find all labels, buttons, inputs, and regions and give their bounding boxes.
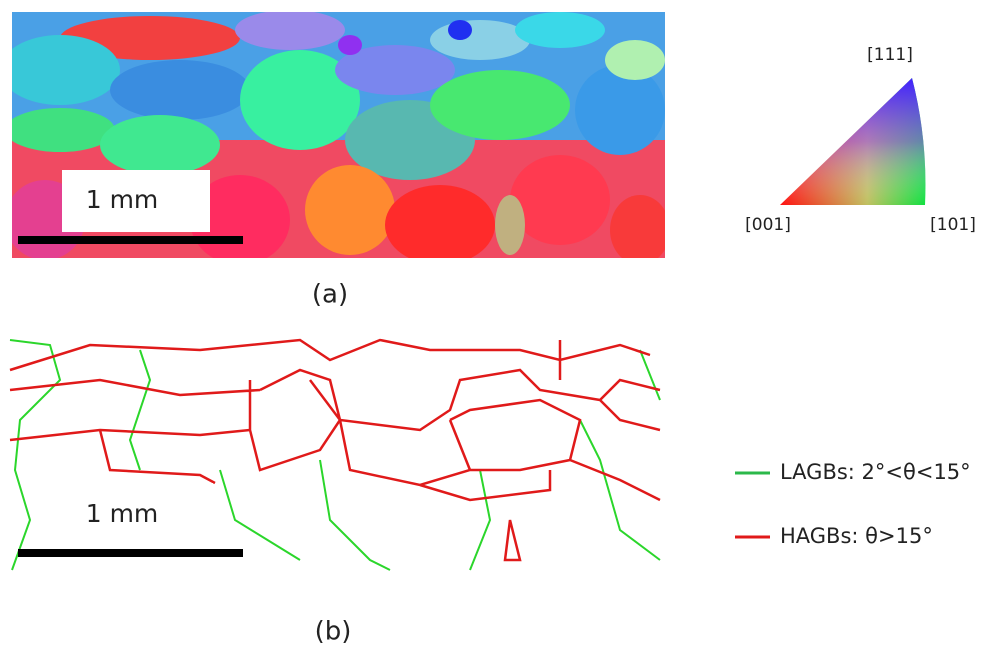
ipf-key bbox=[780, 78, 925, 205]
caption: (a) bbox=[312, 280, 348, 310]
figure: 1 mm (a) [111] [001] [101] 1 mm (b) LAGB… bbox=[0, 0, 995, 650]
caption: (b) bbox=[315, 617, 352, 647]
legend-label: LAGBs: 2°<θ<15° bbox=[780, 460, 971, 484]
ipf-label: [111] bbox=[867, 45, 913, 65]
scale-label: 1 mm bbox=[86, 185, 159, 214]
scale-bar bbox=[18, 549, 243, 557]
ipf-label: [001] bbox=[745, 215, 791, 235]
legend-label: HAGBs: θ>15° bbox=[780, 524, 933, 548]
scale-label: 1 mm bbox=[86, 499, 159, 528]
scale-bar bbox=[18, 236, 243, 244]
ipf-label: [101] bbox=[930, 215, 976, 235]
